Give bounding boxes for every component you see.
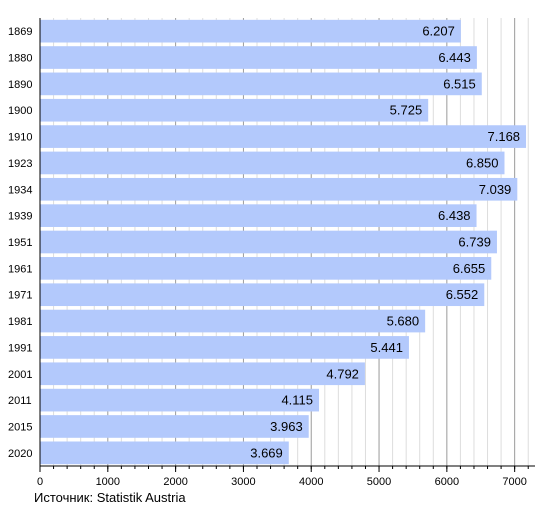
bar-1890 [40,72,482,96]
bar-value-label: 6.850 [466,155,499,170]
x-tick-label: 3000 [231,476,255,488]
category-label: 2011 [8,395,32,407]
bars: 6.207 6.443 6.515 5.725 7.168 6.850 7.039 6.438… [40,19,527,465]
x-tick-label: 5000 [367,476,391,488]
bar-1934 [40,177,518,201]
category-label: 1923 [8,158,32,170]
source-note: Источник: Statistik Austria [34,490,186,505]
x-tick-label: 6000 [435,476,459,488]
x-tick-label: 2000 [163,476,187,488]
x-tick-label: 4000 [299,476,323,488]
bar-value-label: 6.655 [453,261,486,276]
bar-1991 [40,336,409,359]
bar-value-label: 6.552 [446,287,479,302]
bar-value-label: 4.115 [281,393,313,408]
category-label: 1869 [8,26,32,38]
bar-1951 [40,230,497,254]
bar-1869 [40,19,461,43]
category-label: 1981 [8,316,32,328]
bar-value-label: 6.739 [458,235,491,250]
category-label: 2015 [8,421,32,433]
axes: 1869 1880 1890 1900 1910 1923 1934 1939 1951 1961… [8,18,535,488]
x-tick-label: 7000 [502,476,526,488]
bar-value-label: 7.039 [479,182,512,197]
bar-1880 [40,46,477,69]
bar-1971 [40,283,485,307]
category-label: 1991 [8,342,32,354]
bar-value-label: 6.515 [443,76,476,91]
category-label: 1880 [8,53,32,65]
bar-value-label: 6.443 [438,50,471,65]
bar-1900 [40,98,429,122]
bar-1910 [40,125,527,148]
category-label: 1900 [8,105,32,117]
bar-value-label: 5.725 [390,103,423,118]
bar-2020 [40,441,289,465]
category-label: 1961 [8,263,32,275]
bar-1923 [40,151,505,175]
category-label: 1939 [8,211,32,223]
category-label: 1890 [8,79,32,91]
bar-value-label: 6.438 [438,208,471,223]
bar-value-label: 5.441 [370,340,403,355]
bar-value-label: 7.168 [488,129,521,144]
bar-value-label: 4.792 [326,366,359,381]
bar-1981 [40,309,426,333]
x-tick-label: 0 [37,476,43,488]
x-tick-label: 1000 [96,476,120,488]
bar-value-label: 3.963 [270,419,303,434]
category-label: 1934 [8,184,32,196]
bar-2011 [40,388,320,412]
bar-1961 [40,257,492,280]
category-label: 2020 [8,448,32,460]
bar-value-label: 5.680 [387,314,420,329]
category-label: 1971 [8,290,32,302]
category-label: 1910 [8,132,32,144]
bar-1939 [40,204,477,227]
category-label: 1951 [8,237,32,249]
bar-2015 [40,415,309,438]
bar-value-label: 3.669 [250,445,283,460]
category-label: 2001 [8,369,32,381]
bar-2001 [40,362,365,386]
bar-value-label: 6.207 [422,24,455,39]
